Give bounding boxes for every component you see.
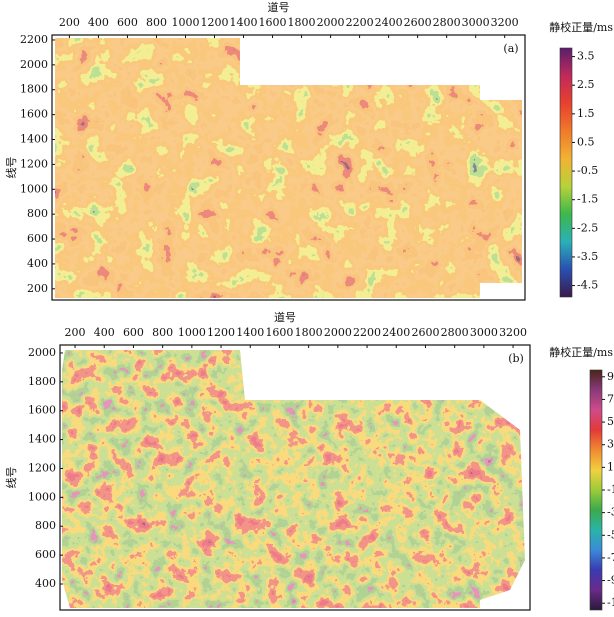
x-tick-label: 200 [65, 326, 86, 339]
y-tick-label: 2000 [28, 346, 56, 359]
y-tick-label: 1400 [28, 433, 56, 446]
x-tick-label: 2200 [346, 16, 374, 29]
x-tick-label: 2800 [433, 16, 461, 29]
colorbar-tick-label: -0.5 [577, 164, 598, 177]
x-tick-label: 1800 [295, 326, 323, 339]
x-tick-label: 2400 [382, 326, 410, 339]
y-tick-label: 400 [27, 257, 48, 270]
panel-label: (b) [508, 352, 524, 365]
colorbar-tick-label: -11 [607, 596, 614, 609]
x-tick-label: 200 [59, 16, 80, 29]
colorbar-label: 静校正量/ms [549, 345, 613, 359]
colorbar-tick-label: 0.5 [577, 135, 595, 148]
x-tick-label: 2000 [324, 326, 352, 339]
y-tick-label: 1800 [28, 375, 56, 388]
x-tick-label: 1200 [201, 16, 229, 29]
colorbar-tick-label: 3 [607, 438, 614, 451]
map-b [62, 350, 525, 608]
y-tick-label: 200 [27, 282, 48, 295]
colorbar-tick-label: 2.5 [577, 78, 595, 91]
x-tick-label: 1400 [230, 16, 258, 29]
y-tick-label: 600 [35, 548, 56, 561]
plot-frame [59, 344, 531, 611]
x-tick-label: 1000 [171, 16, 199, 29]
x-tick-label: 1600 [259, 16, 287, 29]
colorbar-tick-label: 1 [607, 460, 614, 473]
colorbar-tick-label: -9 [607, 574, 614, 587]
y-tick-label: 1200 [28, 461, 56, 474]
x-tick-label: 3000 [470, 326, 498, 339]
x-axis-label: 道号 [268, 0, 290, 14]
y-tick-label: 1800 [20, 83, 48, 96]
colorbar-tick-label: 7 [607, 392, 614, 405]
colorbar-tick-label: -1.5 [577, 193, 598, 206]
colorbar-tick-label: 5 [607, 415, 614, 428]
colorbar-tick-label: 9 [607, 370, 614, 383]
y-axis-label: 线号 [4, 467, 18, 489]
y-tick-label: 2000 [20, 58, 48, 71]
x-axis-label: 道号 [274, 310, 296, 324]
x-tick-label: 1600 [265, 326, 293, 339]
y-tick-label: 1000 [20, 182, 48, 195]
colorbar-tick-label: -2.5 [577, 221, 598, 234]
y-tick-label: 800 [35, 519, 56, 532]
x-tick-label: 1200 [207, 326, 235, 339]
colorbar-tick-label: -5 [607, 528, 614, 541]
x-tick-label: 800 [152, 326, 173, 339]
colorbar-label: 静校正量/ms [549, 20, 613, 34]
x-tick-label: 2400 [375, 16, 403, 29]
colorbar-tick-label: 3.5 [577, 50, 595, 63]
x-tick-label: 2600 [404, 16, 432, 29]
colorbar-tick-label: 1.5 [577, 107, 595, 120]
colorbar [589, 369, 603, 611]
colorbar-tick-label: -3 [607, 506, 614, 519]
y-tick-label: 1400 [20, 133, 48, 146]
x-tick-label: 400 [88, 16, 109, 29]
colorbar-tick-label: -7 [607, 551, 614, 564]
y-tick-label: 600 [27, 232, 48, 245]
colorbar-tick-label: -1 [607, 483, 614, 496]
y-tick-label: 1600 [20, 108, 48, 121]
y-tick-label: 1000 [28, 490, 56, 503]
x-tick-label: 3000 [462, 16, 490, 29]
colorbar-tick-label: -4.5 [577, 279, 598, 292]
colorbar-tick-label: -3.5 [577, 250, 598, 263]
x-tick-label: 2600 [411, 326, 439, 339]
map-a [55, 38, 522, 298]
y-axis-label: 线号 [4, 157, 18, 179]
y-tick-label: 400 [35, 577, 56, 590]
x-tick-label: 2800 [441, 326, 469, 339]
x-tick-label: 3200 [499, 326, 527, 339]
x-tick-label: 400 [94, 326, 115, 339]
panel-label: (a) [503, 42, 518, 55]
x-tick-label: 600 [123, 326, 144, 339]
x-tick-label: 800 [146, 16, 167, 29]
y-tick-label: 1200 [20, 157, 48, 170]
y-tick-label: 800 [27, 207, 48, 220]
plot-frame [51, 34, 526, 301]
x-tick-label: 1800 [288, 16, 316, 29]
x-tick-label: 3200 [491, 16, 519, 29]
y-tick-label: 2200 [20, 33, 48, 46]
x-tick-label: 2200 [353, 326, 381, 339]
x-tick-label: 1400 [236, 326, 264, 339]
colorbar [559, 47, 573, 298]
x-tick-label: 2000 [317, 16, 345, 29]
x-tick-label: 600 [117, 16, 138, 29]
y-tick-label: 1600 [28, 404, 56, 417]
x-tick-label: 1000 [178, 326, 206, 339]
